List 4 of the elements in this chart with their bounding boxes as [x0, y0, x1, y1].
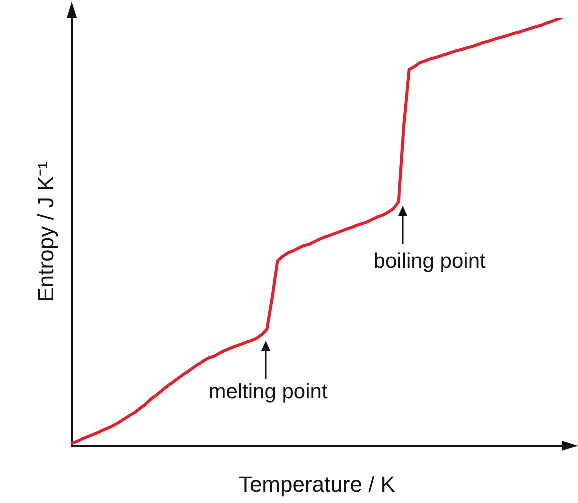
- annotation: melting point: [208, 380, 328, 404]
- annotation: boiling point: [374, 250, 486, 273]
- x-axis-title: Temperature / K: [238, 472, 396, 497]
- y-axis-title: Entropy / J K⁻¹: [33, 162, 58, 302]
